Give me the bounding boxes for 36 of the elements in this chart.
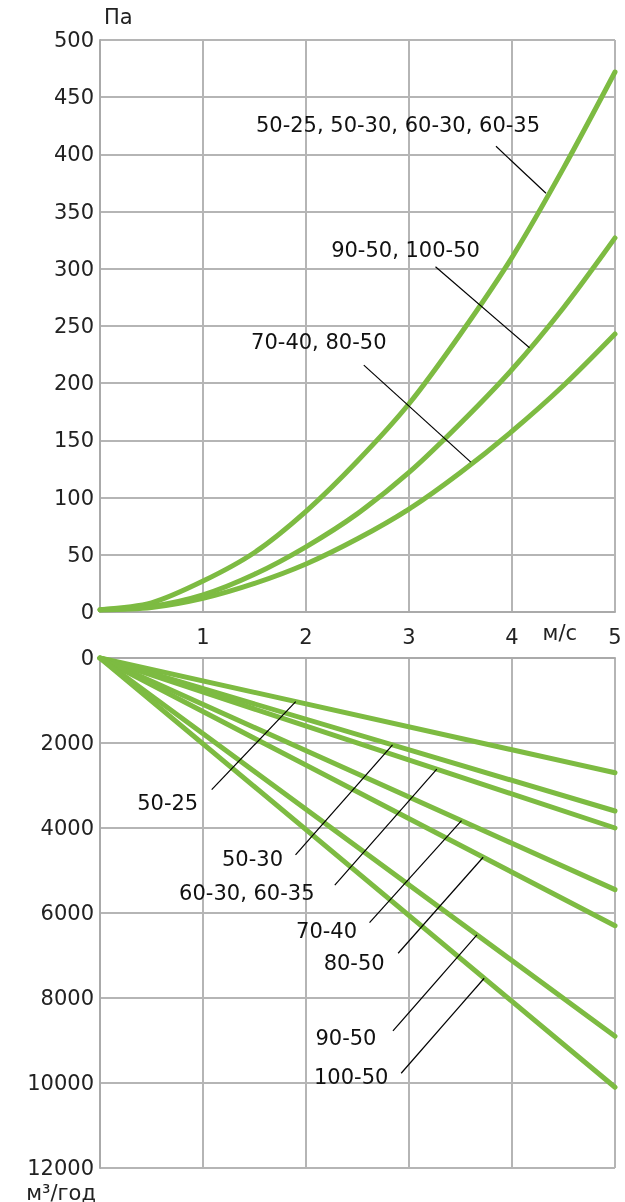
y-tick-label: 450 [53, 85, 94, 110]
y-tick-label: 500 [53, 28, 94, 52]
y-tick-label: 6000 [40, 901, 94, 925]
y-tick-label: 4000 [40, 816, 94, 840]
x-tick-label: 5 [608, 624, 622, 649]
y-tick-label: 0 [80, 600, 94, 624]
annotation: 90-50 [315, 1025, 377, 1050]
y-tick-label: 0 [80, 646, 94, 670]
annotation: 100-50 [313, 1065, 389, 1090]
y-tick-label: 150 [53, 428, 94, 453]
annotation: 70-40 [296, 918, 358, 943]
y-tick-label: 50 [67, 542, 94, 567]
x-tick-label: 2 [299, 624, 313, 649]
annotation: 90-50, 100-50 [331, 237, 480, 262]
x-axis-title: м/с [542, 620, 578, 645]
y-tick-label: 8000 [40, 986, 94, 1010]
y-tick-label: 300 [53, 256, 94, 281]
x-tick-label: 4 [505, 624, 519, 649]
x-tick-label: 3 [402, 624, 416, 649]
y-tick-label: 2000 [40, 731, 94, 755]
x-tick-label: 1 [196, 624, 210, 649]
annotation: 50-30 [222, 846, 284, 871]
y-tick-label: 100 [53, 485, 94, 510]
annotation: 70-40, 80-50 [251, 330, 387, 355]
annotation: 50-25 [137, 790, 199, 815]
y-tick-label: 10000 [27, 1071, 94, 1095]
y-tick-label: 200 [53, 371, 94, 396]
annotation: 60-30, 60-35 [179, 881, 315, 906]
y-tick-label: 250 [53, 314, 94, 338]
y-axis-title: м³/год [26, 1180, 96, 1202]
y-tick-label: 350 [53, 199, 94, 224]
annotation: 50-25, 50-30, 60-30, 60-35 [255, 113, 541, 138]
y-tick-label: 400 [53, 142, 94, 167]
annotation: 80-50 [323, 951, 385, 976]
y-axis-title: Па [104, 4, 133, 29]
y-tick-label: 12000 [27, 1156, 94, 1180]
